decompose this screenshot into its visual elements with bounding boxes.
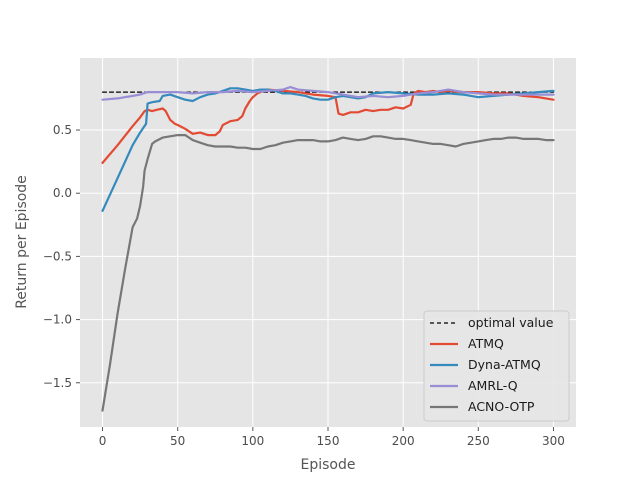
- legend-label-acno-otp: ACNO-OTP: [468, 399, 535, 414]
- x-tick-label: 200: [392, 434, 415, 448]
- x-tick-label: 150: [317, 434, 340, 448]
- series-line-acno-otp: [101, 134, 555, 412]
- legend-label-dyna-atmq: Dyna-ATMQ: [468, 357, 541, 372]
- series-line-dyna-atmq: [101, 87, 555, 212]
- y-axis-label: Return per Episode: [14, 175, 30, 309]
- grid-lines: [80, 58, 576, 427]
- y-tick-label: −1.5: [43, 376, 72, 390]
- legend-box: [423, 310, 570, 422]
- x-tick-label: 50: [170, 434, 185, 448]
- series-line-amrl-q: [101, 85, 555, 101]
- legend-label-optimal-value: optimal value: [468, 315, 554, 330]
- y-tick-label: −0.5: [43, 249, 72, 263]
- x-axis-ticks: 0 50 100 150 200 250 300: [99, 427, 565, 448]
- x-axis-label: Episode: [301, 457, 356, 473]
- y-tick-label: −1.0: [43, 313, 72, 327]
- x-tick-label: 0: [99, 434, 107, 448]
- legend: optimal value ATMQ Dyna-ATMQ AMRL-Q ACNO-OTP: [423, 310, 570, 422]
- y-tick-label: 0.5: [53, 123, 72, 137]
- y-tick-label: 0.0: [53, 186, 72, 200]
- x-tick-label: 300: [542, 434, 565, 448]
- x-tick-label: 250: [467, 434, 490, 448]
- legend-label-atmq: ATMQ: [468, 336, 504, 351]
- y-axis-ticks: −1.5 −1.0 −0.5 0.0 0.5: [43, 123, 80, 390]
- series-layer: [101, 85, 555, 412]
- x-tick-label: 100: [241, 434, 264, 448]
- legend-label-amrl-q: AMRL-Q: [468, 378, 518, 393]
